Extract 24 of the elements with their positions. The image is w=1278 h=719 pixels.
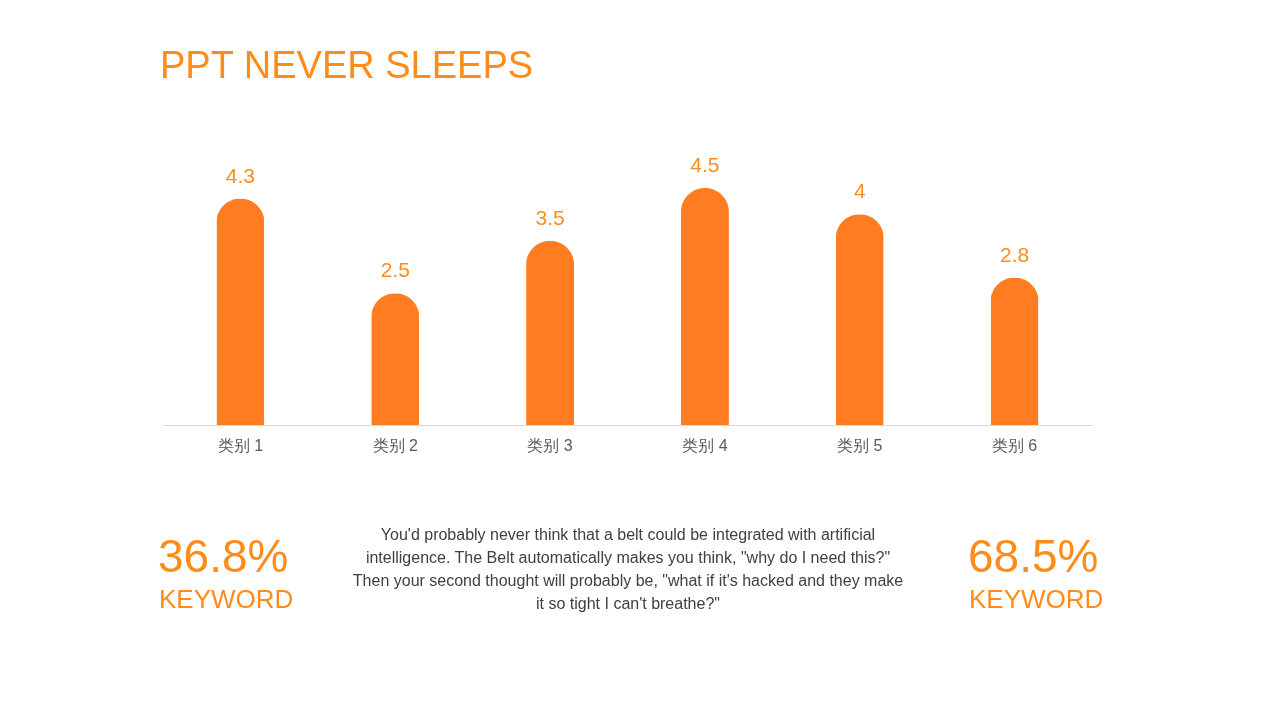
data-label: 3.5 <box>535 205 565 229</box>
data-label: 2.5 <box>380 258 410 282</box>
data-label: 4 <box>853 179 866 203</box>
chart-title: PPT NEVER SLEEPS <box>160 44 534 86</box>
data-label: 4.3 <box>225 163 256 187</box>
text: KEYWORD <box>969 584 1104 614</box>
bar <box>371 293 420 425</box>
text: 36.8% <box>158 530 289 582</box>
data-label: 2.8 <box>999 242 1030 266</box>
text: 68.5% <box>968 530 1099 582</box>
x-tick-label: 类别 2 <box>372 436 419 454</box>
bar <box>526 240 575 425</box>
text: You'd probably never think that a belt could be integrated with artificial intelligence. The Belt automatically makes you think, "why do I need this?" Then your second thought will probably be, "what if it's hacked and they make it so tight I can't breathe?" <box>352 526 904 612</box>
bar <box>216 198 265 425</box>
bar <box>990 277 1039 425</box>
x-tick-label: 类别 4 <box>682 436 728 454</box>
x-tick-label: 类别 3 <box>527 436 573 454</box>
x-tick-label: 类别 1 <box>217 436 264 454</box>
x-tick-label: 类别 5 <box>837 436 883 454</box>
text: KEYWORD <box>159 584 294 614</box>
bar <box>835 214 884 425</box>
bar <box>680 188 729 425</box>
data-label: 4.5 <box>690 153 720 176</box>
x-tick-label: 类别 6 <box>991 436 1038 454</box>
